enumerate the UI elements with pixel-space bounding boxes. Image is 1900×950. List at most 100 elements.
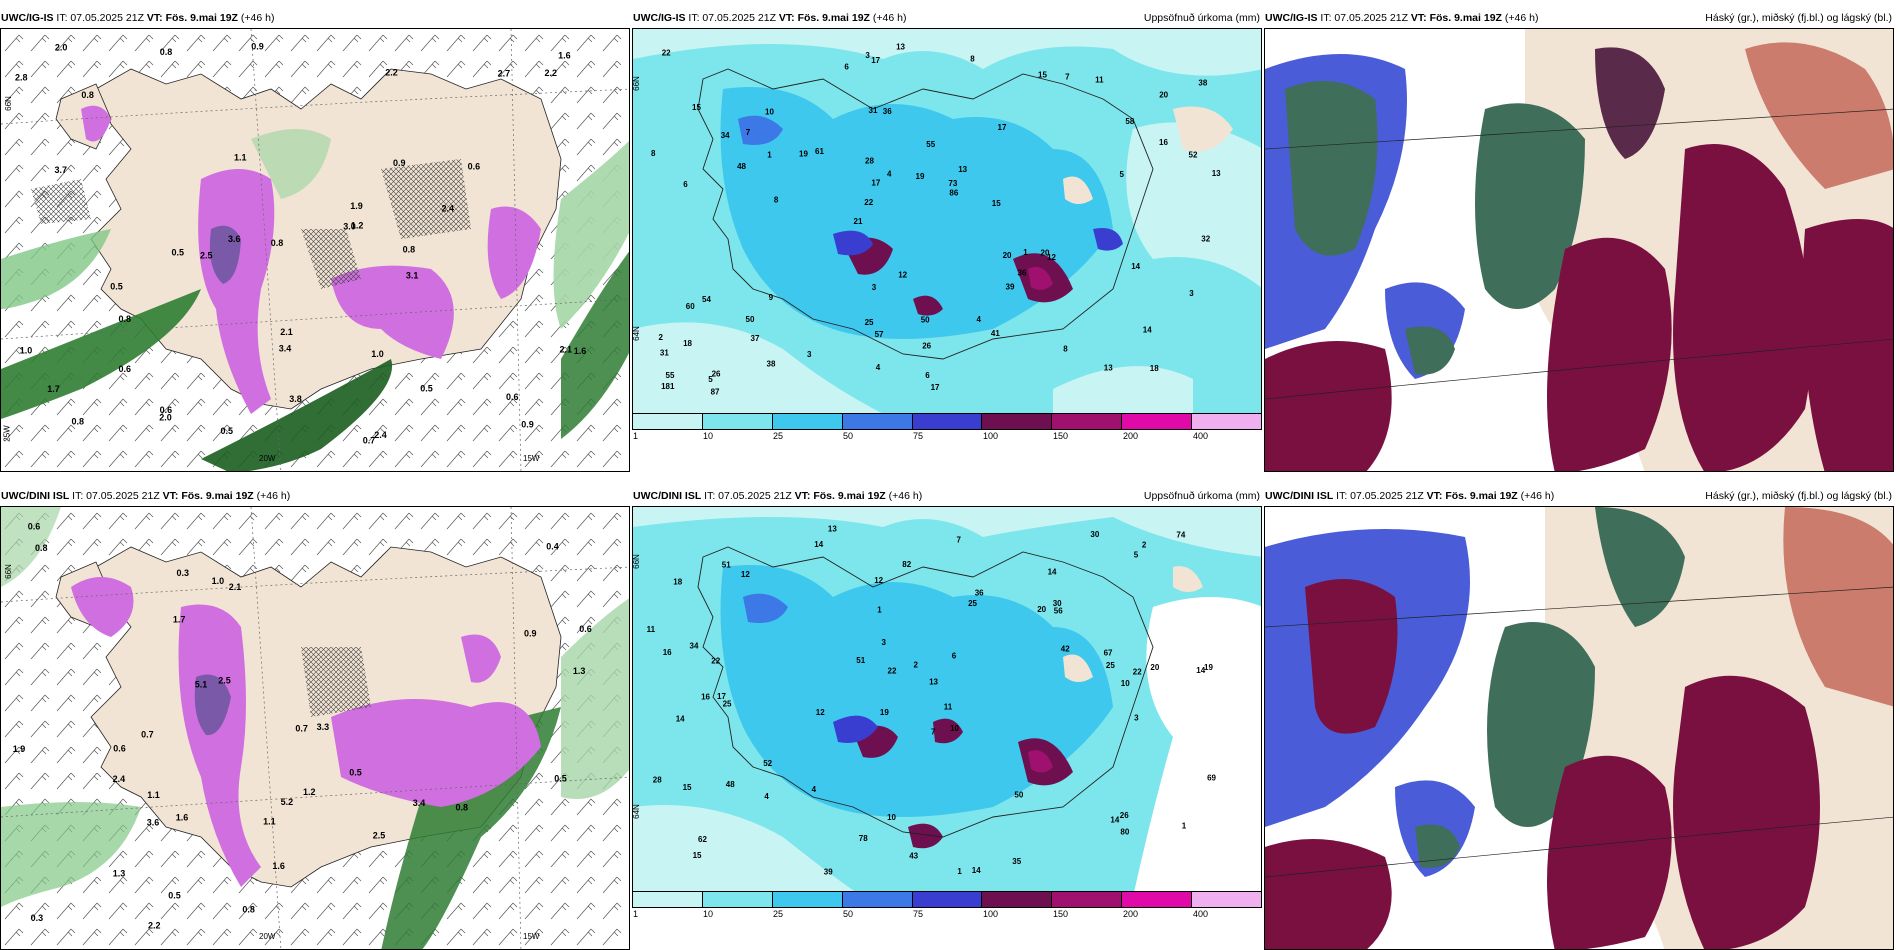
value-label: 22: [662, 48, 671, 57]
value-label: 0.9: [251, 41, 264, 51]
map-wind-precip[interactable]: 0.8 0.6 1.9 0.4 0.6 2.5 2.1 1.6 0.3 3.4 3.6 3.3 2.2 2…: [0, 506, 630, 950]
init-time: IT: 07.05.2025 21Z: [72, 490, 160, 502]
init-time: IT: 07.05.2025 21Z: [56, 12, 144, 24]
value-label: 15: [683, 783, 692, 792]
value-label: 13: [958, 165, 967, 174]
panel-header: UWC/DINI ISL IT: 07.05.2025 21Z VT: Fös.…: [0, 486, 630, 506]
value-label: 38: [1198, 79, 1207, 88]
value-label: 82: [902, 560, 911, 569]
value-label: 50: [1014, 791, 1023, 800]
value-label: 0.8: [160, 47, 173, 57]
value-label: 7: [957, 535, 962, 544]
panel-header: UWC/IG-IS IT: 07.05.2025 21Z VT: Fös. 9.…: [0, 8, 630, 28]
map-clouds[interactable]: [1264, 28, 1894, 472]
value-label: 34: [690, 641, 699, 650]
colorbar-swatch: [1052, 414, 1123, 429]
value-label: 14: [1131, 262, 1140, 271]
panel-igis-wind: UWC/IG-IS IT: 07.05.2025 21Z VT: Fös. 9.…: [0, 8, 630, 472]
value-label: 0.5: [554, 774, 567, 784]
value-label: 3.4: [279, 344, 292, 354]
value-label: 20: [1150, 663, 1159, 672]
value-label: 86: [949, 189, 958, 198]
value-label: 2.2: [385, 68, 398, 78]
value-label: 15: [1038, 71, 1047, 80]
field-title: Uppsöfnuð úrkoma (mm): [1143, 490, 1260, 502]
value-label: 39: [824, 868, 833, 877]
value-label: 13: [896, 43, 905, 52]
value-label: 3.6: [228, 234, 241, 244]
value-label: 25: [865, 318, 874, 327]
value-label: 20: [1041, 249, 1050, 258]
value-label: 26: [712, 370, 721, 379]
value-label: 42: [1061, 645, 1070, 654]
value-label: 30: [1053, 599, 1062, 608]
value-label: 17: [871, 178, 880, 187]
value-label: 2.5: [200, 250, 213, 260]
value-label: 13: [1104, 363, 1113, 372]
value-label: 1.1: [234, 153, 247, 163]
value-label: 2.5: [373, 831, 386, 841]
colorbar-tick: 1: [633, 909, 639, 919]
lead-time: (+46 h): [872, 12, 907, 24]
map-wind-precip[interactable]: 0.5 0.7 0.6 0.5 0.8 0.8 0.5 0.9 0.9 1.1 2.7 3.8 3.6 3…: [0, 28, 630, 472]
value-label: 17: [717, 692, 726, 701]
value-label: 5: [1134, 550, 1139, 559]
value-label: 0.9: [521, 420, 534, 430]
colorbar-swatch: [1122, 414, 1193, 429]
colorbar-swatch: [912, 892, 983, 907]
value-label: 0.5: [221, 426, 234, 436]
value-label: 1.2: [351, 220, 364, 230]
value-label: 16: [1159, 138, 1168, 147]
panel-header: UWC/DINI ISL IT: 07.05.2025 21Z VT: Fös.…: [1264, 486, 1894, 506]
map-accum-precip[interactable]: 18 6 20 21 17 26 31 55 54 61 31 37 36 13 12 15 17 13 20 16 2…: [632, 28, 1262, 418]
value-label: 13: [828, 524, 837, 533]
lat-label-25w: 25W: [2, 425, 12, 442]
value-label: 87: [711, 388, 720, 397]
colorbar-tick: 75: [913, 909, 924, 919]
panel-dini-wind: UWC/DINI ISL IT: 07.05.2025 21Z VT: Fös.…: [0, 486, 630, 950]
value-label: 0.8: [81, 90, 94, 100]
colorbar-swatch: [912, 414, 983, 429]
value-label: 1: [877, 606, 882, 615]
value-label: 56: [1054, 606, 1063, 615]
value-label: 51: [856, 656, 865, 665]
value-label: 31: [869, 106, 878, 115]
value-label: 8: [970, 55, 975, 64]
value-label: 36: [1018, 269, 1027, 278]
value-label: 8: [1063, 345, 1068, 354]
value-label: 7: [931, 727, 936, 736]
value-label: 2.7: [498, 68, 511, 78]
colorbar-tick: 100: [983, 431, 999, 441]
lat-label-15w: 15W: [523, 932, 540, 941]
lat-label-64n: 64N: [632, 804, 641, 819]
panel-header: UWC/DINI ISL IT: 07.05.2025 21Z VT: Fös.…: [632, 486, 1262, 506]
map-clouds[interactable]: [1264, 506, 1894, 950]
value-label: 55: [666, 371, 675, 380]
value-label: 4: [887, 170, 892, 179]
map-accum-precip[interactable]: 13 14 14 19 10 17 18 20 14 25 13 15 14 12 1 14 10 30 42 52 2…: [632, 506, 1262, 896]
valid-time: VT: Fös. 9.mai 19Z: [1426, 490, 1518, 502]
value-label: 22: [888, 667, 897, 676]
colorbar-tick: 75: [913, 431, 924, 441]
value-label: 0.6: [160, 405, 173, 415]
init-time: IT: 07.05.2025 21Z: [704, 490, 792, 502]
value-label: 6: [683, 180, 688, 189]
model-name: UWC/DINI ISL: [633, 490, 702, 502]
value-label: 17: [998, 123, 1007, 132]
colorbar-tick: 10: [703, 431, 714, 441]
field-title: Háský (gr.), miðský (fj.bl.) og lágský (…: [1705, 12, 1892, 24]
value-label: 10: [887, 813, 896, 822]
value-label: 57: [875, 330, 884, 339]
value-label: 20: [1003, 251, 1012, 260]
value-label: 25: [723, 699, 732, 708]
value-label: 2.4: [113, 774, 126, 784]
value-label: 0.4: [546, 542, 559, 552]
colorbar: 1 10 25 50 75 100 150 200 400: [632, 891, 1262, 921]
colorbar-tick: 10: [703, 909, 714, 919]
value-label: 4: [977, 315, 982, 324]
colorbar-swatch: [702, 414, 773, 429]
lead-time: (+46 h): [888, 490, 923, 502]
colorbar-tick: 200: [1123, 431, 1139, 441]
colorbar: 1 10 25 50 75 100 150 200 400: [632, 413, 1262, 443]
value-label: 5: [1120, 170, 1125, 179]
